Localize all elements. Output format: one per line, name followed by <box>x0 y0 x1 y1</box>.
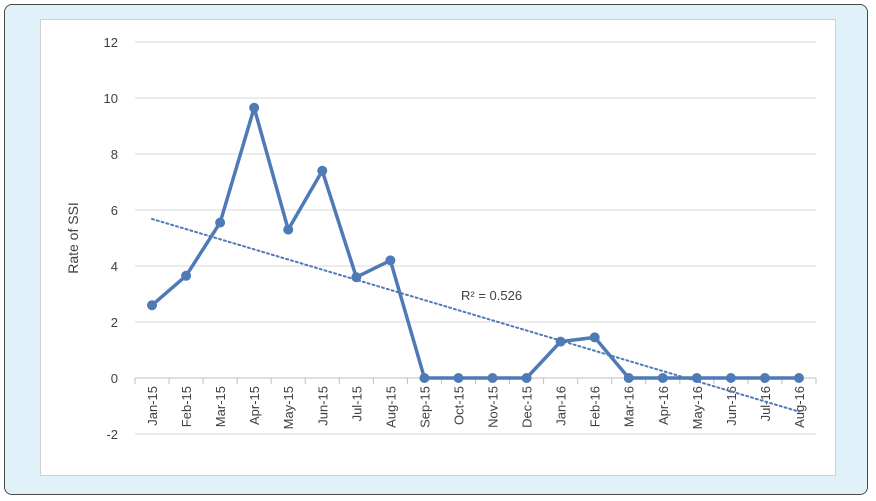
x-tick-label: Jul-15 <box>349 386 364 421</box>
data-point <box>283 224 294 235</box>
data-point <box>555 336 566 347</box>
x-tick-label: May-15 <box>281 386 296 429</box>
x-tick-label: Feb-16 <box>588 386 603 427</box>
x-tick-label: Jun-15 <box>315 386 330 426</box>
series-group <box>147 102 804 383</box>
x-tick-label: Aug-15 <box>383 386 398 428</box>
x-tick-label: Dec-15 <box>520 386 535 428</box>
data-point <box>317 165 328 176</box>
x-tick-label: Nov-15 <box>486 386 501 428</box>
data-point <box>793 373 804 383</box>
figure-frame <box>4 4 868 495</box>
y-tick-label: 6 <box>111 203 118 218</box>
data-point <box>419 373 430 383</box>
x-tick-label: Mar-16 <box>622 386 637 427</box>
y-tick-label: 0 <box>111 371 118 386</box>
x-tick-label: Mar-15 <box>213 386 228 427</box>
data-point <box>691 373 702 383</box>
x-tick-label: Feb-15 <box>179 386 194 427</box>
data-point <box>521 373 532 383</box>
x-tick-labels: Jan-15 Feb-15 Mar-15 Apr-15 May-15 Jun-15 Jul-… <box>145 386 807 429</box>
series-line <box>150 106 799 380</box>
y-tick-label: 10 <box>104 91 118 106</box>
x-tick-label: Jan-15 <box>145 386 160 426</box>
data-point <box>623 373 634 383</box>
gridlines <box>134 41 817 435</box>
y-tick-label: 8 <box>111 147 118 162</box>
y-tick-labels: -2 0 2 4 6 8 10 12 <box>104 35 118 442</box>
data-point <box>657 373 668 383</box>
x-tick-label: Oct-15 <box>451 386 466 425</box>
data-point <box>589 332 600 343</box>
x-tick-label: Aug-16 <box>792 386 807 428</box>
x-tick-label: Apr-16 <box>656 386 671 425</box>
data-point <box>181 270 192 281</box>
y-tick-label: 4 <box>111 259 118 274</box>
x-tick-label: Jan-16 <box>554 386 569 426</box>
x-tick-label: Jun-16 <box>724 386 739 426</box>
data-point <box>351 272 362 283</box>
data-point <box>453 373 464 383</box>
y-axis-label: Rate of SSI <box>65 202 81 274</box>
trendline-label: R² = 0.526 <box>461 288 522 303</box>
y-tick-label: 2 <box>111 315 118 330</box>
data-point <box>147 300 158 311</box>
chart-area <box>40 19 836 476</box>
data-point <box>249 102 260 113</box>
data-point <box>487 373 498 383</box>
data-point <box>759 373 770 383</box>
x-tick-label: May-16 <box>690 386 705 429</box>
data-point <box>215 217 226 228</box>
x-tick-label: Sep-15 <box>417 386 432 428</box>
y-tick-label: -2 <box>106 427 118 442</box>
y-tick-label: 12 <box>104 35 118 50</box>
x-tick-label: Jul-16 <box>758 386 773 421</box>
x-tick-label: Apr-15 <box>247 386 262 425</box>
data-point <box>725 373 736 383</box>
data-point <box>385 255 396 266</box>
